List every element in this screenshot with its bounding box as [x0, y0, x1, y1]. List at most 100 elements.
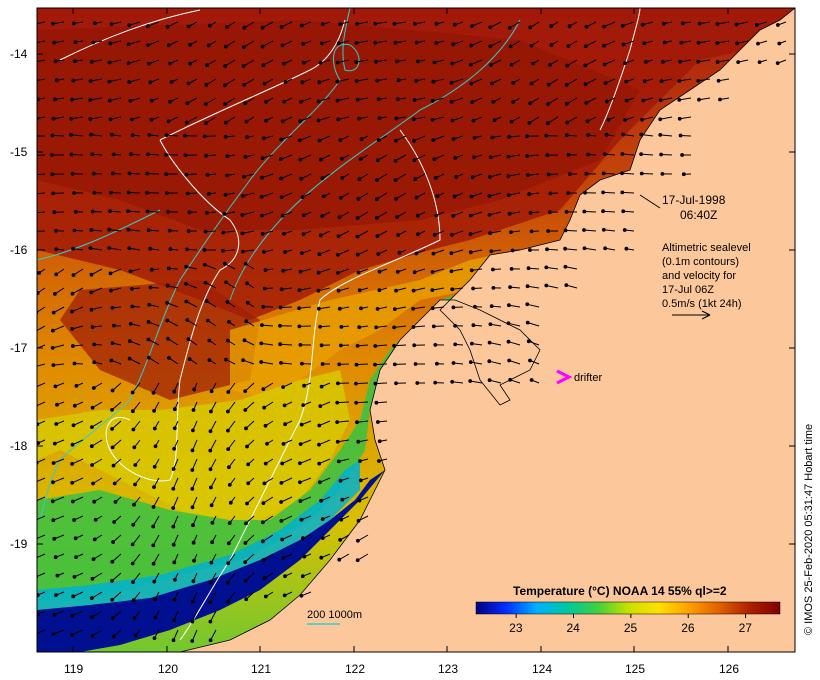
velocity-arrow-head [529, 229, 534, 234]
velocity-arrow [622, 153, 635, 156]
velocity-arrow [451, 268, 464, 272]
velocity-arrow-head [490, 81, 494, 86]
velocity-arrow [489, 173, 502, 178]
velocity-arrow-head [563, 264, 568, 269]
velocity-arrow [355, 382, 369, 385]
velocity-arrow-head [261, 520, 265, 525]
velocity-arrow [413, 306, 426, 310]
velocity-arrow-head [340, 176, 345, 180]
velocity-arrow-head [470, 24, 474, 29]
velocity-arrow [109, 78, 122, 83]
velocity-arrow [432, 97, 445, 102]
velocity-arrow [356, 40, 369, 44]
velocity-arrow [262, 515, 274, 523]
velocity-arrow-head [472, 135, 477, 140]
velocity-arrow-head [373, 40, 378, 45]
velocity-arrow-head [262, 405, 267, 410]
depth-legend-label: 200 1000m [307, 609, 362, 621]
velocity-arrow [166, 134, 179, 137]
velocity-arrow-head [584, 171, 589, 176]
velocity-arrow-head [677, 116, 682, 121]
velocity-arrow-head [32, 42, 35, 45]
velocity-arrow-head [164, 172, 169, 177]
velocity-arrow-head [392, 21, 397, 26]
velocity-arrow [280, 154, 293, 160]
velocity-arrow-head [602, 152, 607, 157]
velocity-arrow-head [168, 99, 172, 104]
velocity-arrow-head [53, 59, 58, 64]
velocity-arrow [698, 40, 711, 44]
velocity-arrow-head [169, 80, 174, 84]
velocity-arrow-head [72, 574, 77, 579]
velocity-arrow-head [431, 251, 436, 256]
velocity-arrow-head [583, 44, 588, 49]
velocity-arrow-head [302, 554, 307, 559]
velocity-arrow-head [243, 155, 248, 159]
sealevel-note-line: 0.5m/s (1kt 24h) [662, 298, 741, 310]
velocity-arrow-head [395, 270, 400, 274]
velocity-arrow [191, 629, 198, 642]
velocity-arrow [128, 229, 141, 232]
velocity-arrow-head [152, 409, 157, 413]
velocity-arrow-head [52, 210, 57, 215]
velocity-arrow-head [450, 287, 455, 292]
velocity-arrow [356, 401, 369, 404]
velocity-arrow-head [184, 299, 189, 304]
velocity-arrow-head [241, 358, 246, 363]
velocity-arrow-head [91, 481, 95, 486]
velocity-arrow-head [240, 213, 245, 217]
velocity-arrow-head [71, 499, 75, 504]
velocity-arrow-head [91, 386, 96, 390]
velocity-arrow-head [50, 153, 54, 157]
velocity-arrow-head [279, 195, 284, 200]
velocity-arrow-head [582, 246, 587, 251]
velocity-arrow-head [620, 171, 624, 176]
lat-tick-label: -17 [10, 341, 28, 355]
velocity-arrow-head [300, 80, 305, 85]
yellow-sst-band [37, 370, 350, 520]
velocity-arrow-head [261, 539, 265, 544]
velocity-arrow-head [245, 281, 250, 286]
velocity-arrow-head [430, 99, 435, 103]
velocity-arrow-head [208, 619, 213, 624]
velocity-arrow-head [754, 23, 759, 27]
velocity-arrow-head [263, 423, 268, 428]
velocity-arrow-head [91, 40, 96, 45]
colorbar-tick-label: 25 [624, 621, 638, 635]
velocity-arrow-head [583, 190, 587, 195]
velocity-arrow-head [260, 25, 265, 30]
green-sst-band [37, 290, 470, 600]
velocity-arrow-head [281, 385, 286, 390]
velocity-arrow [413, 287, 426, 292]
velocity-arrow-head [434, 41, 439, 45]
velocity-arrow-head [696, 59, 701, 64]
velocity-arrow-head [316, 270, 321, 275]
velocity-arrow [204, 264, 217, 270]
velocity-arrow-head [52, 441, 57, 446]
velocity-arrow-head [375, 234, 380, 239]
velocity-arrow-head [545, 247, 549, 252]
velocity-arrow-head [188, 42, 192, 47]
velocity-arrow-head [620, 190, 625, 195]
velocity-arrow-head [278, 157, 283, 162]
velocity-arrow [319, 420, 331, 426]
velocity-arrow-head [602, 43, 606, 48]
velocity-arrow-head [394, 288, 399, 293]
velocity-arrow-head [528, 358, 532, 363]
velocity-arrow-head [223, 64, 228, 68]
velocity-arrow-head [602, 62, 607, 67]
velocity-arrow-head [354, 79, 359, 83]
velocity-arrow-head [126, 42, 131, 47]
velocity-arrow-head [337, 215, 342, 220]
velocity-arrow-head [297, 288, 302, 293]
velocity-arrow-head [210, 520, 215, 525]
velocity-arrow-head [318, 480, 322, 485]
velocity-arrow-head [127, 356, 132, 361]
velocity-arrow-head [317, 461, 322, 466]
velocity-arrow-head [412, 158, 417, 163]
velocity-arrow-head [167, 228, 172, 233]
velocity-arrow [166, 302, 179, 308]
velocity-arrow-head [244, 426, 248, 431]
velocity-arrow-head [74, 555, 78, 559]
velocity-arrow-head [168, 61, 173, 66]
